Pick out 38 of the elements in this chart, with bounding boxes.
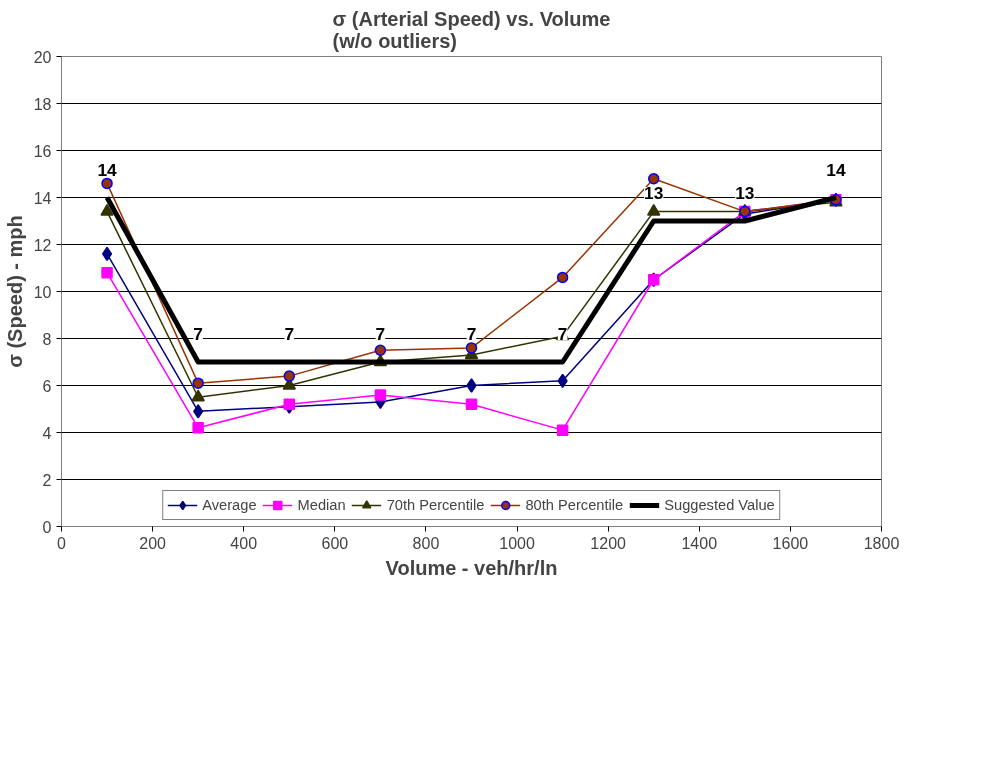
y-axis-title: σ (Speed) - mph [3, 215, 26, 368]
data-label: 14 [97, 159, 118, 180]
y-tick-label: 6 [42, 377, 52, 395]
x-tick-label: 200 [139, 534, 167, 552]
chart-title: σ (Arterial Speed) vs. Volume (w/o outliers) [332, 7, 611, 52]
data-label: 13 [644, 183, 664, 203]
legend-label: 70th Percentile [386, 497, 485, 513]
x-tick-label: 400 [230, 534, 258, 552]
x-tick-label: 0 [57, 534, 67, 552]
y-tick-label: 12 [33, 236, 52, 254]
data-label: 7 [193, 324, 203, 344]
x-axis-title: Volume - veh/hr/ln [385, 556, 558, 579]
data-label: 7 [466, 324, 477, 344]
y-tick-label: 16 [33, 142, 52, 160]
x-tick-label: 600 [321, 534, 349, 552]
x-tick-label: 1800 [863, 534, 900, 552]
legend-label: 80th Percentile [525, 497, 624, 513]
data-label: 7 [375, 324, 386, 344]
x-tick-label: 1600 [772, 534, 809, 552]
y-tick-label: 2 [42, 471, 52, 489]
data-label: 7 [557, 324, 568, 344]
y-tick-label: 4 [42, 424, 52, 442]
y-tick-label: 8 [42, 330, 52, 348]
y-tick-label: 0 [42, 518, 52, 536]
y-tick-label: 14 [33, 189, 52, 207]
x-tick-label: 1000 [499, 534, 535, 552]
y-tick-label: 18 [33, 95, 52, 113]
y-tick-label: 10 [33, 283, 52, 301]
x-tick-label: 1400 [681, 534, 718, 552]
data-label: 7 [284, 324, 295, 344]
y-tick-label: 20 [33, 48, 52, 66]
data-label: 13 [735, 183, 755, 203]
legend-label: Average [202, 497, 257, 513]
x-tick-label: 1200 [590, 534, 627, 552]
data-label: 14 [826, 159, 846, 180]
legend-label: Median [297, 497, 346, 513]
x-tick-label: 800 [412, 534, 440, 552]
legend-label: Suggested Value [664, 497, 775, 513]
